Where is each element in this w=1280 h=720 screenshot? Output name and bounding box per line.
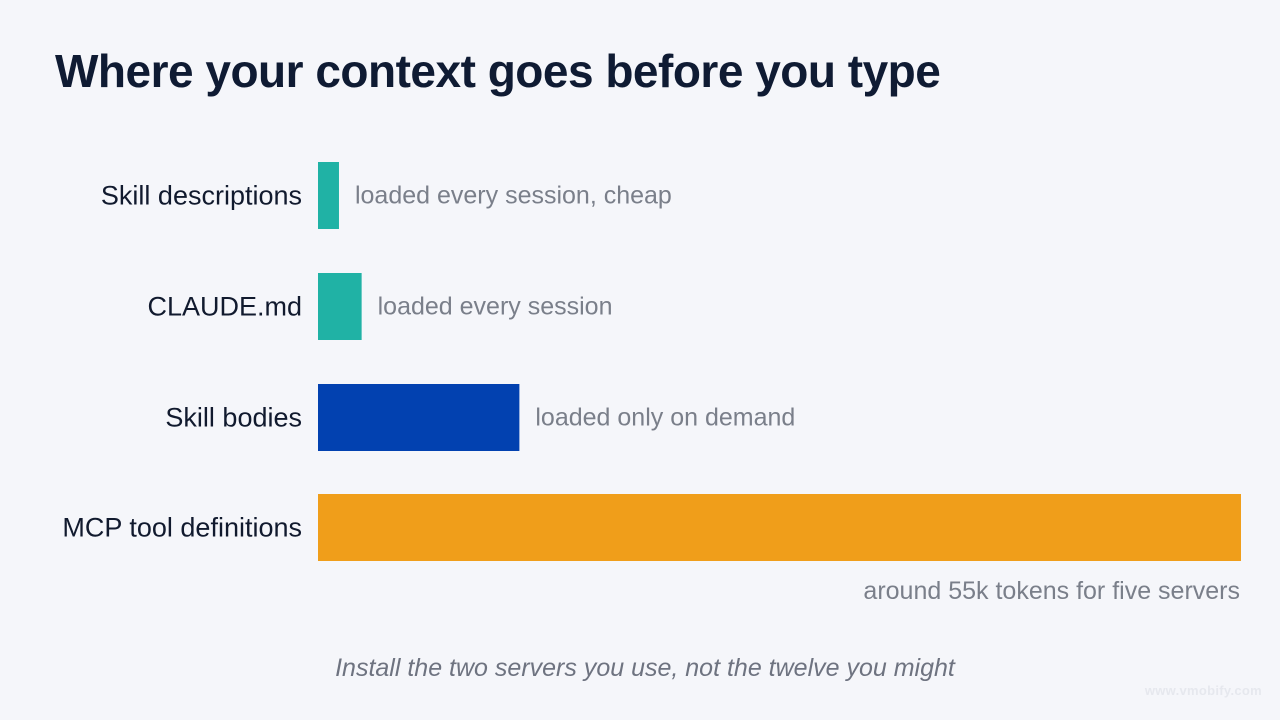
category-label: Skill bodies [165, 403, 302, 433]
bar-2 [318, 384, 520, 451]
category-label: CLAUDE.md [147, 292, 302, 322]
category-label: MCP tool definitions [62, 513, 302, 543]
bar-1 [318, 273, 362, 340]
bar-annotation: loaded every session [378, 293, 613, 321]
chart-title: Where your context goes before you type [55, 45, 941, 97]
watermark-logo: www.vmobify.com [1144, 683, 1262, 698]
bar-3 [318, 494, 1241, 561]
bar-annotation: around 55k tokens for five servers [863, 577, 1240, 605]
bar-annotation: loaded every session, cheap [355, 182, 672, 210]
bar-0 [318, 162, 339, 229]
bar-annotation: loaded only on demand [535, 404, 795, 432]
bars-layer: Skill descriptions loaded every session, … [62, 162, 1241, 605]
chart-subtitle: Install the two servers you use, not the… [335, 654, 955, 682]
category-label: Skill descriptions [101, 181, 302, 211]
